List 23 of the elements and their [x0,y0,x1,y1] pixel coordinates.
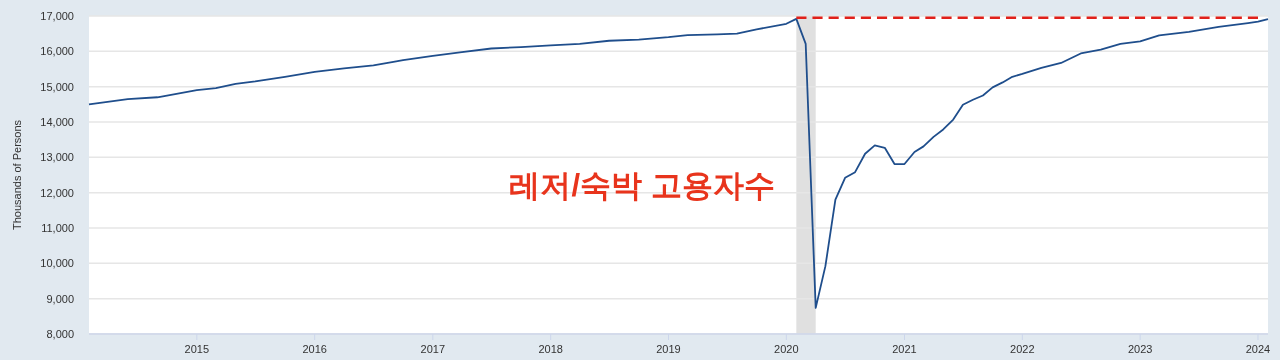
x-tick-label: 2016 [302,343,327,355]
y-tick-label: 12,000 [40,186,74,199]
x-tick-label: 2020 [774,343,799,355]
annotation: 레저/숙박 고용자수 [509,168,775,203]
y-tick-label: 8,000 [46,327,74,340]
y-tick-label: 9,000 [46,292,74,305]
x-tick-label: 2021 [892,343,917,355]
x-tick-label: 2018 [538,343,563,355]
y-tick-label: 10,000 [40,257,74,270]
x-tick-label: 2022 [1010,343,1035,355]
y-axis-title: Thousands of Persons [11,119,23,231]
x-tick-label: 2019 [656,343,681,355]
x-tick-label: 2023 [1127,343,1153,355]
y-tick-label: 14,000 [40,115,74,128]
y-tick-label: 13,000 [40,151,74,164]
x-tick-label: 2017 [420,343,446,355]
y-tick-label: 16,000 [40,45,74,58]
line-series [88,17,1269,309]
x-tick-label: 2015 [184,343,210,355]
y-tick-label: 11,000 [41,221,74,234]
y-tick-label: 17,000 [40,9,74,22]
x-tick-label: 2024 [1245,343,1271,355]
y-tick-label: 15,000 [40,80,74,93]
